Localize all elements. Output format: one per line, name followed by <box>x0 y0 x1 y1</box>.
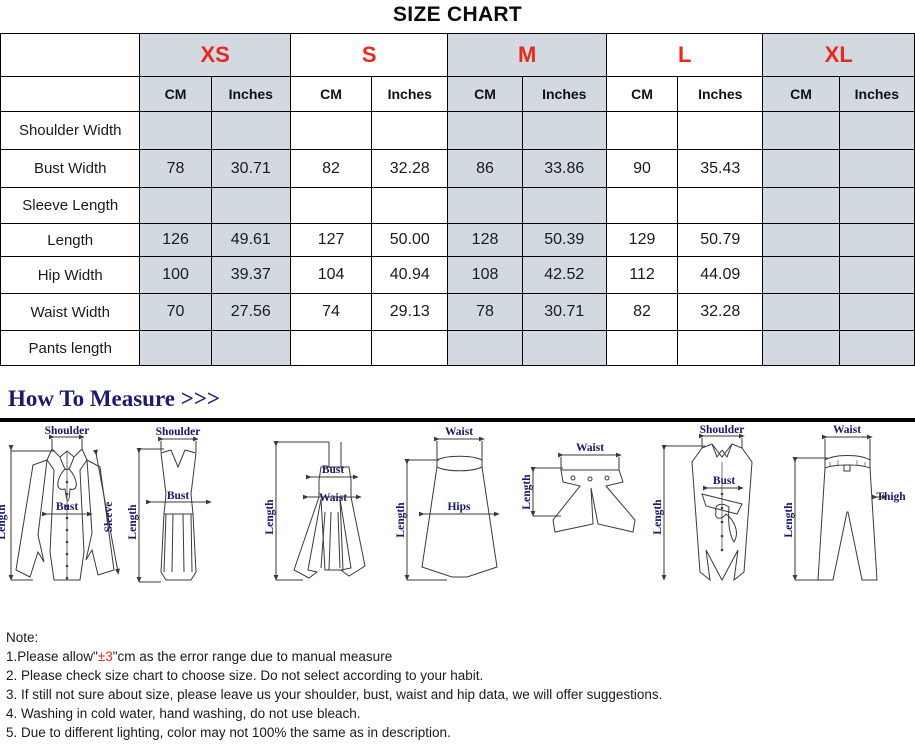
svg-text:Hips: Hips <box>447 501 471 513</box>
svg-text:Length: Length <box>783 502 795 538</box>
svg-text:Length: Length <box>264 499 276 535</box>
svg-text:Waist: Waist <box>833 424 861 436</box>
svg-text:Length: Length <box>521 474 533 510</box>
svg-text:Length: Length <box>395 502 407 538</box>
svg-text:Waist: Waist <box>576 442 604 454</box>
svg-text:Length: Length <box>652 499 664 535</box>
svg-text:Shoulder: Shoulder <box>45 425 90 437</box>
svg-text:Waist: Waist <box>319 492 347 504</box>
svg-text:Shoulder: Shoulder <box>156 426 201 438</box>
svg-text:Bust: Bust <box>713 475 736 487</box>
svg-text:Length: Length <box>127 504 139 540</box>
svg-text:Bust: Bust <box>167 490 190 502</box>
svg-text:Waist: Waist <box>445 426 473 438</box>
svg-text:Sleeve: Sleeve <box>103 502 115 533</box>
svg-text:Length: Length <box>0 504 8 540</box>
svg-text:Thigh: Thigh <box>876 491 906 503</box>
svg-text:Shoulder: Shoulder <box>700 424 745 436</box>
